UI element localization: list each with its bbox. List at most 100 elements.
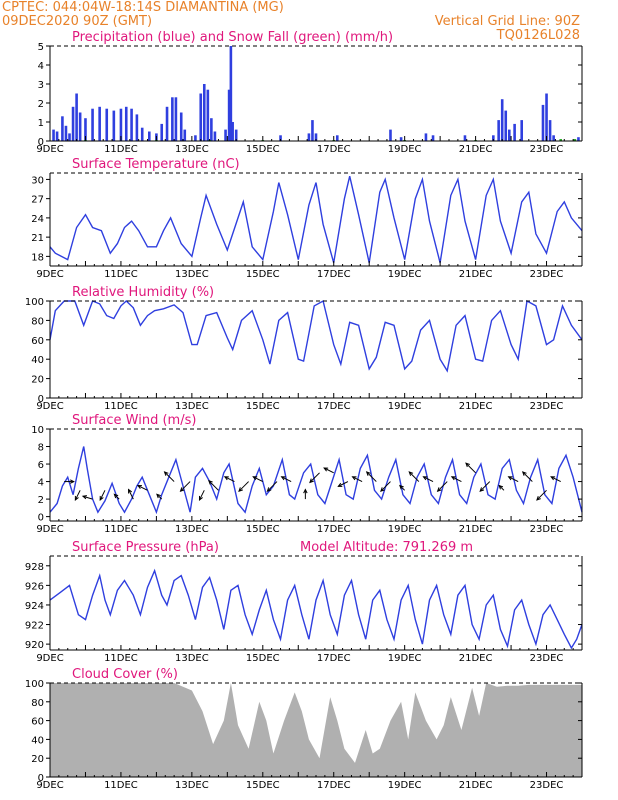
panel-3: Relative Humidity (%) 0 20 40 60 80 100 9DEC 11D… — [25, 285, 583, 412]
wind-arrowhead — [179, 487, 185, 492]
series-line-3 — [49, 299, 583, 373]
x-tick-label: 15DEC — [246, 144, 280, 155]
y-tick-label: 60 — [31, 717, 44, 728]
x-tick-label: 17DEC — [317, 653, 351, 664]
bar-blue — [520, 120, 524, 141]
bar-blue — [112, 110, 116, 141]
x-tick-label: 15DEC — [246, 524, 280, 535]
x-tick-label: 15DEC — [246, 401, 280, 412]
wind-vector — [465, 462, 476, 474]
y-tick-label: 2 — [38, 495, 44, 506]
y-tick-label: 40 — [31, 735, 44, 746]
model-code: TQ0126L028 — [496, 28, 580, 43]
wind-vector — [550, 476, 561, 483]
y-tick-label: 100 — [25, 297, 44, 308]
x-tick-label: 11DEC — [104, 524, 138, 535]
bar-blue — [463, 135, 467, 141]
x-tick-label: 23DEC — [530, 401, 564, 412]
bar-blue — [492, 135, 495, 141]
wind-vector — [366, 471, 377, 482]
bar-blue — [75, 93, 78, 141]
wind-vector — [408, 471, 420, 482]
cloud-cover-area — [50, 683, 582, 777]
wind-arrowhead — [266, 487, 272, 492]
bar-blue — [577, 137, 580, 141]
bar-blue — [279, 135, 282, 141]
x-tick-label: 15DEC — [246, 269, 280, 280]
x-tick-label: 19DEC — [388, 269, 422, 280]
y-tick-label: 0 — [38, 513, 44, 524]
y-tick-label: 21 — [31, 233, 44, 244]
panel-5-title: Surface Pressure (hPa) — [72, 540, 219, 555]
x-tick-label: 19DEC — [388, 780, 422, 791]
wind-arrowhead — [309, 478, 314, 484]
bar-blue — [52, 129, 55, 141]
bar-blue — [314, 133, 318, 141]
y-tick-label: 30 — [31, 175, 44, 186]
y-tick-label: 80 — [31, 698, 44, 709]
wind-arrowhead — [399, 484, 404, 490]
bar-blue — [160, 123, 164, 141]
wind-arrowhead — [223, 476, 229, 481]
x-tick-label: 17DEC — [317, 269, 351, 280]
wind-arrowhead — [238, 487, 243, 492]
wind-vector — [338, 481, 349, 487]
bar-blue — [507, 129, 511, 141]
x-tick-label: 23DEC — [530, 653, 564, 664]
bar-blue — [68, 133, 71, 141]
x-tick-label: 15DEC — [246, 780, 280, 791]
wind-vector — [323, 467, 334, 474]
wind-arrowhead — [280, 476, 286, 481]
bar-blue — [224, 129, 227, 141]
x-tick-label: 23DEC — [530, 524, 564, 535]
y-tick-label: 0 — [38, 394, 44, 405]
bar-blue — [234, 129, 238, 141]
x-tick-label: 19DEC — [388, 401, 422, 412]
wind-arrowhead — [74, 495, 79, 501]
bar-blue — [227, 89, 231, 141]
bar-blue — [504, 110, 508, 141]
series-line-5 — [49, 568, 583, 650]
wind-arrowhead — [408, 471, 414, 476]
bar-blue — [213, 131, 217, 141]
x-tick-label: 9DEC — [36, 780, 63, 791]
x-tick-label: 9DEC — [36, 524, 63, 535]
y-tick-label: 27 — [31, 195, 44, 206]
y-tick-label: 4 — [38, 61, 44, 72]
panel-6-title: Cloud Cover (%) — [72, 667, 178, 682]
x-tick-label: 11DEC — [104, 653, 138, 664]
bar-blue — [174, 97, 178, 141]
wind-arrowhead — [521, 471, 527, 476]
bar-blue — [61, 116, 64, 141]
x-tick-label: 13DEC — [175, 144, 209, 155]
bar-blue — [55, 131, 59, 141]
bar-blue — [389, 129, 392, 141]
wind-arrowhead — [507, 476, 513, 481]
wind-vector — [82, 495, 93, 500]
x-tick-label: 9DEC — [36, 144, 63, 155]
y-tick-label: 80 — [31, 316, 44, 327]
panel-2-title: Surface Temperature (nC) — [72, 157, 240, 172]
bar-blue — [399, 137, 403, 141]
y-tick-label: 20 — [31, 754, 44, 765]
bar-blue — [199, 93, 203, 141]
wind-vector — [309, 472, 320, 483]
bar-blue — [307, 133, 311, 141]
bar-blue — [497, 120, 500, 141]
wind-arrowhead — [365, 471, 371, 476]
x-tick-label: 21DEC — [459, 401, 493, 412]
x-tick-label: 9DEC — [36, 401, 63, 412]
bar-blue — [64, 125, 68, 141]
y-tick-label: 1 — [38, 118, 44, 129]
wind-arrowhead — [69, 479, 75, 484]
wind-arrowhead — [479, 487, 485, 492]
header-line1: CPTEC: 044:04W-18:14S DIAMANTINA (MG) — [2, 0, 284, 15]
panel-2: Surface Temperature (nC) 18 21 24 27 30 9DEC 11… — [31, 157, 583, 280]
bar-blue — [210, 118, 213, 141]
grid-line-note: Vertical Grid Line: 90Z — [434, 14, 580, 29]
wind-vector — [267, 481, 278, 492]
wind-arrowhead — [81, 495, 87, 500]
wind-arrowhead — [128, 488, 133, 494]
wind-vector — [224, 476, 235, 483]
wind-arrowhead — [550, 476, 556, 481]
